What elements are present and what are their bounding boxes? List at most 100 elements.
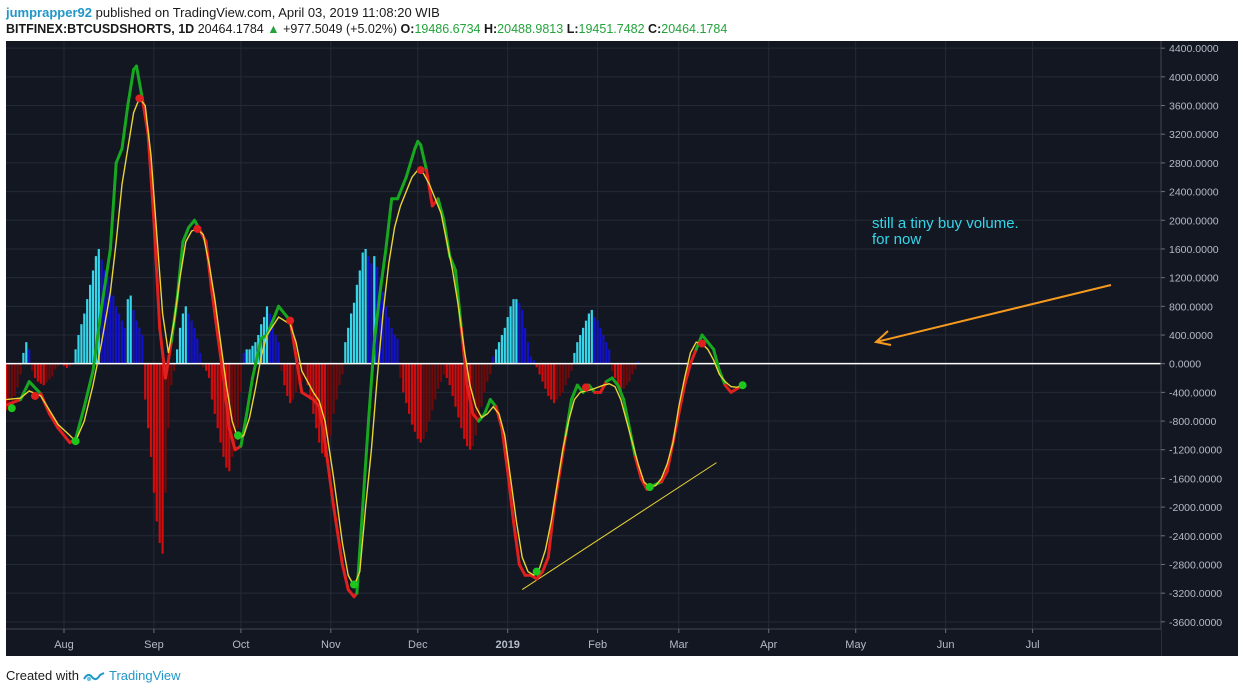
histogram-bar <box>242 352 245 364</box>
histogram-bar <box>309 363 312 400</box>
fast-line-segment <box>384 197 394 251</box>
tradingview-brand[interactable]: TradingView <box>108 668 181 683</box>
histogram-bar <box>173 363 176 371</box>
histogram-bar <box>529 356 532 364</box>
y-tick-label: -2000.0000 <box>1169 502 1222 514</box>
histogram-bar <box>91 270 95 364</box>
histogram-bar <box>370 263 373 364</box>
histogram-bar <box>216 363 219 429</box>
buy-signal-dot <box>645 483 654 492</box>
histogram-bar <box>48 363 51 380</box>
chart-panel[interactable]: still a tiny buy volume. for now 4400.00… <box>6 41 1238 656</box>
symbol-line: BITFINEX:BTCUSDSHORTS, 1D 20464.1784 ▲ +… <box>6 22 727 36</box>
histogram-bar <box>103 270 106 364</box>
open-value: 19486.6734 <box>414 22 481 36</box>
histogram-bar <box>454 363 457 407</box>
histogram-bar <box>611 363 614 371</box>
fast-line-segment <box>294 355 304 394</box>
histogram-bar <box>637 361 640 364</box>
x-tick-label: May <box>845 639 866 651</box>
histogram-bar <box>393 335 396 364</box>
fast-line-segment <box>546 505 556 559</box>
fast-line-segment <box>323 441 336 509</box>
histogram-bar <box>39 363 42 384</box>
signal-dots <box>7 94 747 589</box>
high-label: H: <box>483 22 498 36</box>
histogram-bar <box>419 363 422 443</box>
fast-line-segment <box>74 405 86 441</box>
histogram-bar <box>390 327 393 364</box>
histogram-bar <box>129 295 132 364</box>
histogram-bar <box>584 320 588 364</box>
fast-line-segment <box>265 304 281 337</box>
histogram-bar <box>199 352 202 364</box>
histogram-bar <box>379 277 382 364</box>
x-tick-label: 2019 <box>495 639 519 651</box>
histogram-bar <box>480 363 483 407</box>
y-tick-label: -3200.0000 <box>1169 588 1222 600</box>
fast-line-segment <box>517 562 527 577</box>
fast-line-segment <box>425 168 434 208</box>
fast-line-segment <box>56 426 72 445</box>
sell-signal-dot <box>698 339 706 348</box>
histogram-bar <box>442 363 445 375</box>
histogram-bar <box>326 363 329 447</box>
fast-line-segment <box>158 326 167 380</box>
histogram-bar <box>518 302 521 364</box>
high-value: 20488.9813 <box>497 22 564 36</box>
histogram-bar <box>283 363 286 386</box>
histogram-bar <box>196 338 199 364</box>
histogram-bar <box>77 335 80 364</box>
fast-line-segment <box>126 68 136 108</box>
histogram-bar <box>28 349 31 364</box>
fast-line-segment <box>346 588 356 599</box>
histogram-bar <box>608 349 611 364</box>
histogram-bar <box>587 313 590 364</box>
histogram-bar <box>408 363 411 414</box>
y-tick-label: -400.0000 <box>1169 387 1216 399</box>
histogram-bar <box>25 342 28 364</box>
histogram-bar <box>254 342 257 364</box>
x-tick-label: Dec <box>408 639 428 651</box>
histogram-bar <box>181 313 184 364</box>
close-value: 20464.1784 <box>661 22 728 36</box>
histogram-bar <box>553 363 556 404</box>
histogram-bar <box>474 363 477 436</box>
histogram-bar <box>521 309 524 364</box>
histogram-bar <box>68 363 71 367</box>
sell-signal-dot <box>582 383 590 392</box>
histogram-bar <box>567 363 570 379</box>
fast-line-segment <box>146 132 156 222</box>
slow-signal-line <box>6 97 743 588</box>
fast-line-segment <box>700 333 710 344</box>
support-trendline <box>521 462 717 590</box>
histogram-bar <box>451 363 454 396</box>
fast-line-segment <box>706 340 716 351</box>
histogram-bar <box>202 363 205 368</box>
histogram-bar <box>83 313 86 364</box>
histogram-bar <box>170 363 173 386</box>
histogram-bar <box>300 363 303 382</box>
histogram-bar <box>112 295 115 364</box>
y-tick-label: -2800.0000 <box>1169 559 1222 571</box>
fast-line-segment <box>332 505 344 566</box>
histogram-bar <box>492 356 495 364</box>
fast-line-segment <box>245 376 254 416</box>
x-tick-label: Nov <box>321 639 341 651</box>
histogram-bar <box>158 363 161 543</box>
fast-line-segment <box>114 147 124 165</box>
y-tick-label: -800.0000 <box>1169 416 1216 428</box>
fast-line-segment <box>222 376 231 430</box>
histogram-bar <box>176 349 179 364</box>
sell-signal-dot <box>31 391 39 400</box>
histogram-bar <box>292 363 295 400</box>
author-link[interactable]: jumprapper92 <box>6 5 92 20</box>
x-tick-label: Sep <box>144 639 164 651</box>
histogram-bar <box>613 363 617 379</box>
histogram-bar <box>42 363 45 386</box>
time-axis[interactable] <box>6 629 1161 656</box>
published-text: published on TradingView.com, April 03, … <box>95 5 440 20</box>
price-axis[interactable] <box>1161 41 1238 656</box>
histogram-bar <box>564 363 567 386</box>
histogram-bar <box>187 313 190 364</box>
